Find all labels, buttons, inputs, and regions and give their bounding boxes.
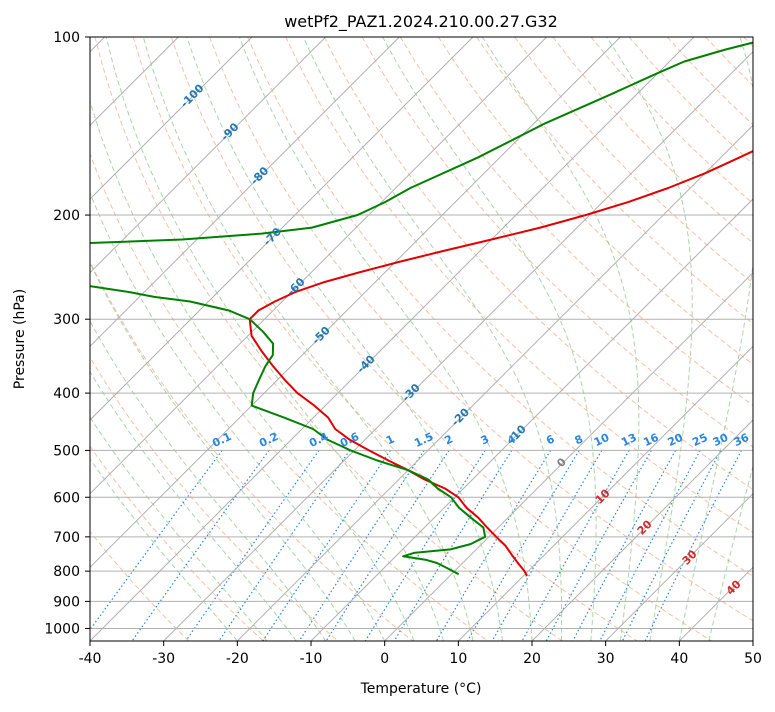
dry-adiabat: [706, 37, 775, 641]
isotherm-line: [532, 37, 775, 641]
mixing-ratio-label: 2: [443, 432, 455, 447]
x-axis-label: Temperature (°C): [360, 681, 482, 697]
mixing-ratio-line: [468, 450, 580, 641]
y-axis-label: Pressure (hPa): [12, 289, 28, 389]
dry-adiabat: [57, 37, 488, 641]
y-tick-label: 700: [53, 530, 80, 546]
isotherm-line: [0, 37, 399, 641]
x-tick-label: 0: [380, 651, 389, 667]
mixing-ratio-label: 16: [641, 431, 661, 449]
mixing-ratio-label: 8: [573, 432, 585, 447]
dry-adiabat: [744, 37, 775, 641]
dewpoint-profile-line: [0, 37, 775, 574]
isotherm-line: [679, 37, 775, 641]
isotherm-line: [90, 37, 694, 641]
y-tick-label: 100: [53, 30, 80, 46]
y-tick-label: 900: [53, 594, 80, 610]
mixing-ratio-label: 6: [544, 432, 557, 447]
dry-adiabat: [591, 37, 775, 641]
moist-adiabat: [22, 37, 356, 641]
y-tick-label: 600: [53, 490, 80, 506]
mixing-ratio-label: 0.4: [307, 430, 330, 450]
y-tick-label: 300: [53, 312, 80, 328]
isotherm-line: [753, 37, 775, 641]
x-tick-label: 40: [670, 651, 688, 667]
x-tick-label: 20: [523, 651, 541, 667]
moist-adiabat: [0, 37, 326, 641]
mixing-ratio-line: [82, 450, 222, 641]
moist-adiabat: [239, 37, 532, 641]
mixing-ratio-label: 1: [384, 432, 396, 447]
moist-adiabat: [0, 37, 237, 641]
mixing-ratio-line: [132, 450, 269, 641]
mixing-ratio-line: [299, 450, 424, 641]
x-tick-label: 10: [449, 651, 467, 667]
dry-adiabat: [438, 37, 775, 641]
plot-frame: [90, 37, 753, 641]
mixing-ratio-line: [600, 450, 700, 641]
dry-adiabat: [133, 37, 637, 641]
dry-adiabat: [0, 37, 338, 641]
y-tick-label: 400: [53, 386, 80, 402]
isotherm-line: [0, 37, 547, 641]
moist-adiabat: [106, 37, 443, 641]
x-tick-label: 50: [744, 651, 762, 667]
isotherm-label: -90: [218, 120, 241, 143]
dry-adiabat: [0, 37, 189, 641]
profile-lines: [0, 37, 775, 576]
background-lines: [0, 37, 775, 641]
x-tick-label: -20: [226, 651, 249, 667]
dry-adiabat: [19, 37, 413, 641]
moist-adiabat-label: 40: [724, 577, 744, 597]
y-tick-label: 1000: [44, 621, 80, 637]
moist-adiabat-label: 0: [554, 455, 569, 470]
y-tick-label: 800: [53, 564, 80, 580]
mixing-ratio-label: 25: [690, 431, 709, 449]
isotherm-line: [0, 37, 326, 641]
mixing-ratio-label: 0.2: [257, 430, 280, 450]
mixing-ratio-line: [326, 450, 449, 641]
y-tick-label: 500: [53, 443, 80, 459]
moist-adiabat: [607, 37, 693, 641]
x-tick-label: 30: [597, 651, 615, 667]
isotherm-label: -70: [261, 225, 284, 248]
x-tick-label: -40: [79, 651, 102, 667]
mixing-ratio-label: 36: [732, 431, 752, 449]
mixing-ratio-line: [263, 450, 391, 641]
dry-adiabat: [362, 37, 775, 641]
isotherm-line: [458, 37, 775, 641]
x-tick-label: -30: [152, 651, 175, 667]
dry-adiabat: [667, 37, 775, 641]
mixing-ratio-label: 13: [619, 431, 638, 449]
y-tick-label: 200: [53, 208, 80, 224]
isotherm-line: [0, 37, 252, 641]
grid-lines: [0, 37, 775, 641]
mixing-ratio-label: 10: [592, 431, 612, 449]
mixing-ratio-label: 0.1: [210, 430, 233, 450]
x-tick-label: -10: [300, 651, 323, 667]
isotherm-label: -100: [178, 81, 207, 110]
mixing-ratio-label: 30: [711, 431, 731, 449]
chart-title: wetPf2_PAZ1.2024.210.00.27.G32: [284, 12, 558, 32]
mixing-ratio-line: [522, 450, 629, 641]
